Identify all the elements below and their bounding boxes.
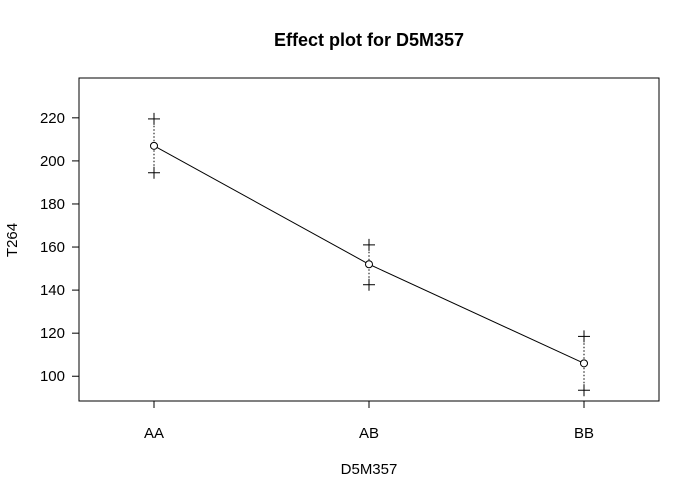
data-point: [580, 359, 588, 368]
x-axis: AA AB BB: [144, 400, 594, 442]
y-tick-label: 140: [40, 282, 65, 299]
upper-bound-marker: [363, 238, 375, 251]
y-tick-label: 120: [40, 325, 65, 342]
y-tick-label: 180: [40, 196, 65, 213]
y-tick-label: 100: [40, 368, 65, 385]
y-tick-label: 200: [40, 153, 65, 170]
x-tick-label: AB: [359, 425, 379, 442]
y-axis: 100 120 140 160 180 200 220: [40, 110, 80, 385]
y-tick-label: 160: [40, 239, 65, 256]
data-point: [150, 141, 158, 150]
y-axis-label: T264: [4, 223, 21, 257]
lower-bound-marker: [363, 278, 375, 291]
lower-bound-marker: [578, 384, 590, 397]
upper-bound-marker: [578, 330, 590, 343]
effect-line: [153, 145, 585, 364]
upper-bound-marker: [148, 112, 160, 125]
x-tick-label: BB: [574, 425, 594, 442]
y-tick-label: 220: [40, 110, 65, 127]
x-axis-label: D5M357: [341, 461, 398, 478]
chart-title: Effect plot for D5M357: [274, 30, 464, 50]
x-tick-label: AA: [144, 425, 164, 442]
lower-bound-marker: [148, 166, 160, 179]
data-point: [365, 260, 373, 269]
chart-marks: [148, 112, 590, 397]
